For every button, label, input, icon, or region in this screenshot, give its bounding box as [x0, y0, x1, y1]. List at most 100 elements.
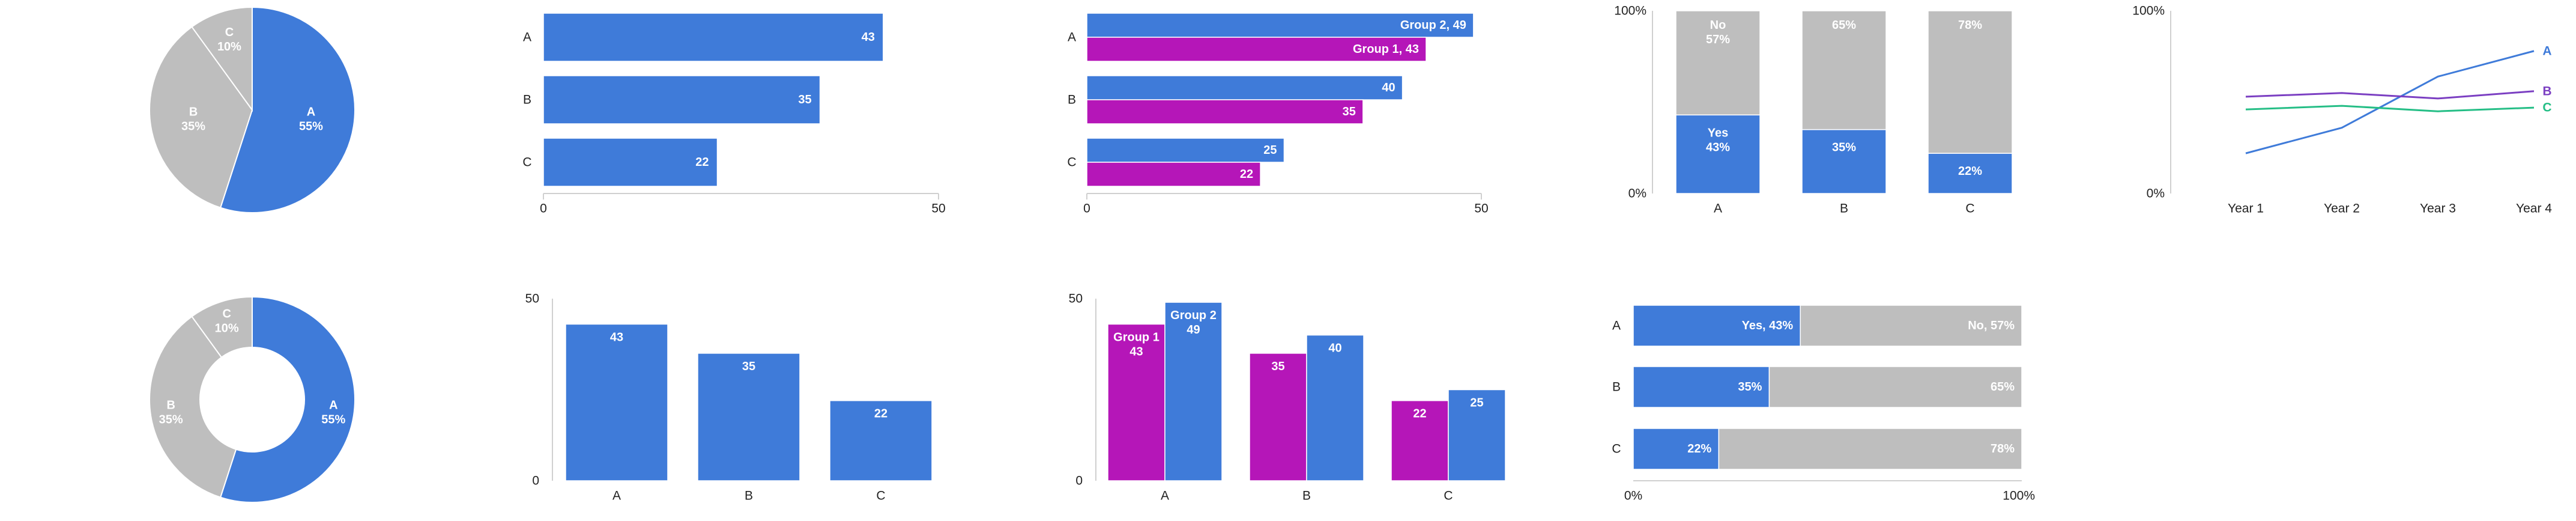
x-tick-label: 50 — [1474, 202, 1488, 216]
category-label: A — [1161, 489, 1169, 503]
bar-a — [543, 13, 884, 62]
bar-yes-a — [1633, 305, 1801, 347]
slice-percent-a: 55% — [321, 413, 345, 426]
category-label: C — [1612, 442, 1621, 456]
bar-value-label: No, 57% — [1968, 319, 2015, 332]
bar-value-label: Group 1, 43 — [1353, 43, 1419, 56]
bar-value-label: 35 — [798, 93, 811, 106]
y-tick-label: 0 — [532, 474, 539, 488]
bar-yes-b — [1801, 129, 1887, 194]
bar-value-label: 22 — [1413, 407, 1426, 421]
category-label: A — [1068, 31, 1076, 44]
bar-group-1-a — [1086, 37, 1427, 62]
bar-group-2-a — [1164, 302, 1223, 481]
bar-yes-c — [1927, 153, 2013, 194]
bar-group-2-c — [1448, 389, 1506, 481]
series-label-c: C — [2542, 101, 2551, 115]
bar-value-label: 22% — [1687, 442, 1711, 455]
x-tick-label: 0% — [1624, 489, 1642, 503]
bar-group-2-b — [1086, 75, 1403, 100]
bar-no-a — [1675, 10, 1761, 116]
bar-a — [565, 323, 668, 481]
bar-value-label: 35 — [742, 360, 755, 373]
bar-value-label: 35% — [1738, 380, 1762, 394]
y-tick-label: 100% — [1614, 4, 1646, 18]
slice-label-b: B — [166, 398, 175, 412]
bar-b — [697, 353, 800, 481]
x-tick-label: Year 3 — [2420, 202, 2456, 216]
bar-value-label: 25 — [1263, 144, 1277, 157]
pie-slice-a — [219, 296, 355, 503]
bar-value-label: Group 2 49 — [1170, 309, 1217, 337]
category-label: A — [1612, 319, 1621, 333]
bar-value-label: 22 — [874, 407, 887, 421]
pie-slice-c — [191, 6, 253, 112]
x-tick-label: Year 4 — [2516, 202, 2552, 216]
series-label-b: B — [2542, 84, 2551, 98]
bar-value-label: No 57% — [1706, 19, 1730, 46]
category-label: A — [612, 489, 621, 503]
pie-slice-b — [149, 26, 253, 209]
bar-value-label: 25 — [1470, 397, 1483, 410]
pie-slice-b — [149, 315, 237, 498]
category-label: B — [1302, 489, 1311, 503]
bar-value-label: 22 — [695, 156, 709, 169]
category-label: A — [523, 31, 531, 44]
category-label: C — [1965, 202, 1974, 216]
y-tick-label: 50 — [525, 292, 539, 306]
line-series-b — [2245, 90, 2535, 100]
bar-value-label: Group 2, 49 — [1400, 19, 1466, 32]
slice-percent-b: 35% — [181, 120, 205, 133]
x-tick-label: 50 — [931, 202, 945, 216]
slice-percent-b: 35% — [159, 413, 183, 426]
bar-group-2-a — [1086, 13, 1474, 38]
slice-percent-c: 10% — [215, 322, 239, 335]
line-series-c — [2245, 105, 2535, 112]
category-label: B — [1612, 380, 1621, 394]
bar-group-1-c — [1391, 400, 1449, 481]
pie-slice-a — [219, 6, 355, 213]
bar-value-label: 22% — [1958, 165, 1982, 178]
bar-group-2-c — [1086, 138, 1285, 163]
category-label: A — [1714, 202, 1722, 216]
bar-group-1-b — [1249, 353, 1307, 481]
x-tick-label: Year 2 — [2324, 202, 2360, 216]
bar-no-b — [1801, 10, 1887, 130]
bar-value-label: 35 — [1343, 105, 1356, 118]
bar-value-label: Yes 43% — [1706, 126, 1730, 154]
bar-value-label: 43 — [862, 31, 875, 44]
bar-no-c — [1927, 10, 2013, 154]
category-label: B — [1840, 202, 1848, 216]
bar-yes-b — [1633, 366, 1770, 408]
slice-label-c: C — [225, 26, 234, 39]
category-label: C — [1067, 156, 1076, 169]
slice-percent-a: 55% — [299, 120, 323, 133]
y-tick-label: 50 — [1069, 292, 1083, 306]
slice-label-c: C — [222, 308, 231, 321]
bar-no-a — [1800, 305, 2022, 347]
slice-label-a: A — [307, 106, 315, 119]
slice-label-a: A — [329, 398, 337, 412]
category-label: B — [1068, 93, 1076, 107]
bar-group-2-b — [1306, 334, 1364, 481]
bar-value-label: 65% — [1832, 19, 1856, 32]
bar-value-label: 78% — [1991, 442, 2015, 455]
bar-value-label: Group 1 43 — [1113, 331, 1160, 358]
bar-group-1-c — [1086, 162, 1261, 187]
bar-value-label: 40 — [1382, 81, 1395, 94]
bar-yes-c — [1633, 428, 1720, 470]
bar-c — [543, 138, 718, 187]
bar-group-1-a — [1107, 323, 1166, 481]
category-label: C — [1444, 489, 1453, 503]
bar-value-label: 40 — [1328, 342, 1341, 355]
category-label: C — [876, 489, 885, 503]
category-label: C — [522, 156, 531, 169]
bar-value-label: 35% — [1832, 141, 1856, 154]
series-label-a: A — [2542, 44, 2551, 58]
bar-no-c — [1718, 428, 2022, 470]
category-label: B — [745, 489, 753, 503]
line-series-a — [2245, 50, 2535, 154]
category-label: B — [523, 93, 531, 107]
pie-slice-c — [191, 296, 253, 359]
